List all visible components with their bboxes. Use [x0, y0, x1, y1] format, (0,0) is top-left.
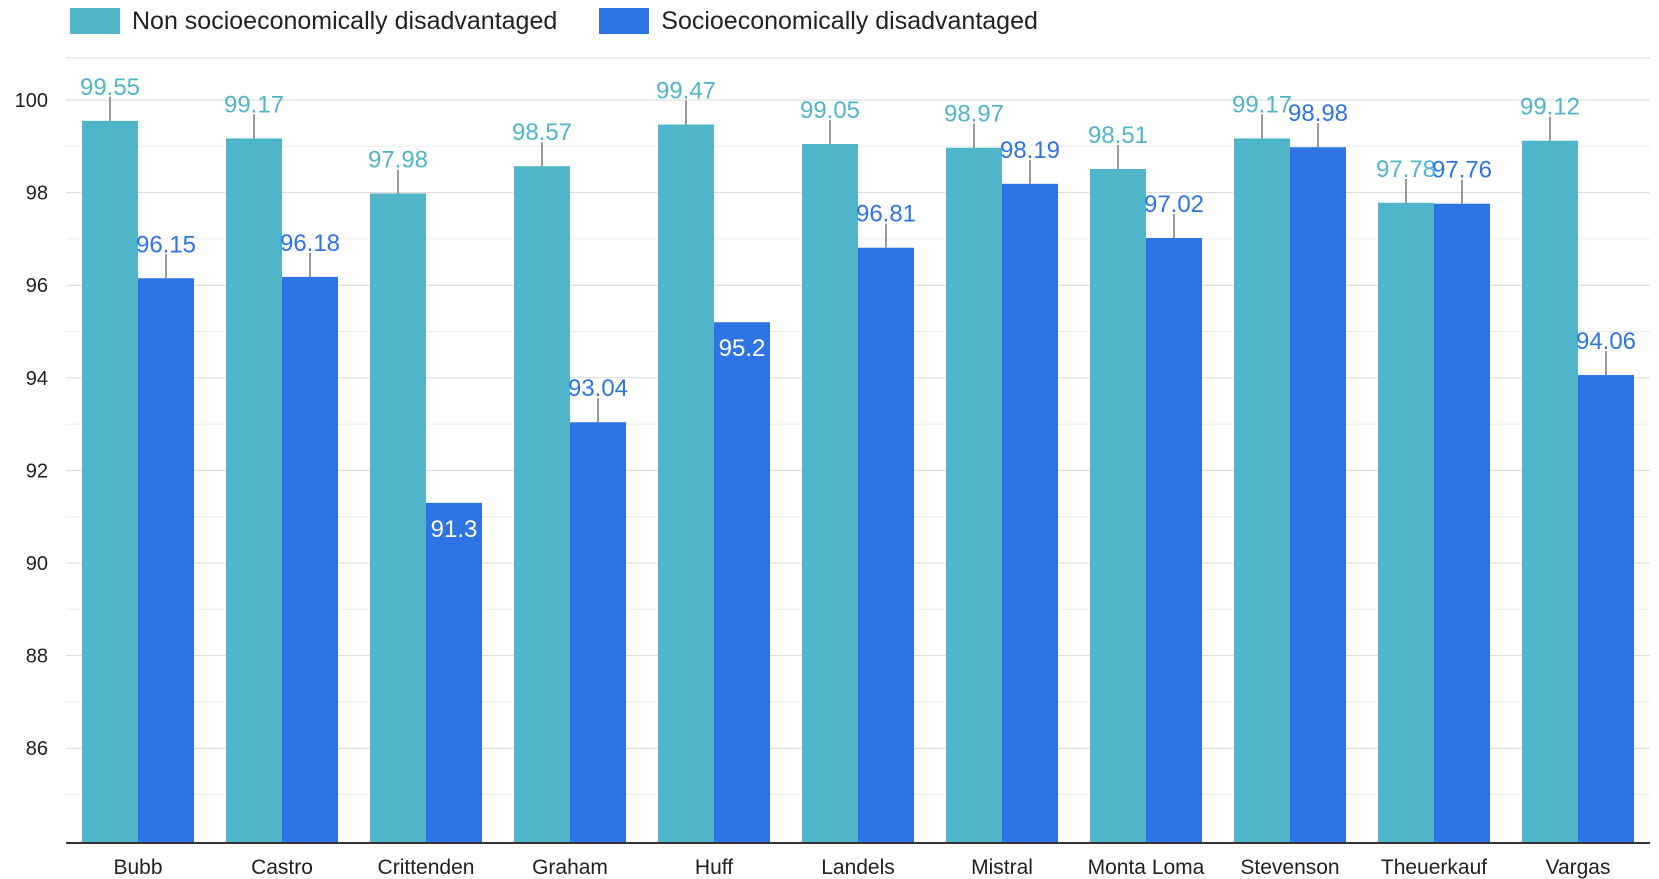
- data-label: 95.2: [719, 335, 766, 362]
- y-tick-label: 96: [26, 275, 48, 297]
- bar: [1578, 375, 1634, 843]
- data-label: 96.18: [280, 230, 340, 257]
- x-category-label: Landels: [821, 856, 895, 879]
- bar: [514, 166, 570, 844]
- data-label: 96.15: [136, 231, 196, 258]
- data-label: 99.17: [1232, 91, 1292, 118]
- data-label: 97.02: [1144, 191, 1204, 218]
- legend-swatch-non-disadvantaged: [70, 8, 120, 34]
- legend-item-non-disadvantaged[interactable]: Non socioeconomically disadvantaged: [70, 7, 557, 36]
- bar: [370, 193, 426, 843]
- bar: [1378, 202, 1434, 843]
- bar: [1290, 147, 1346, 843]
- data-label: 99.17: [224, 91, 284, 118]
- data-label: 99.05: [800, 97, 860, 124]
- y-tick-label: 94: [26, 368, 48, 390]
- data-label: 97.76: [1432, 157, 1492, 184]
- bar: [1234, 138, 1290, 843]
- y-tick-label: 88: [26, 646, 48, 668]
- data-label: 97.78: [1376, 156, 1436, 183]
- x-category-label: Crittenden: [378, 856, 475, 879]
- data-label: 98.98: [1288, 100, 1348, 127]
- y-tick-label: 86: [26, 738, 48, 760]
- bar: [1090, 168, 1146, 843]
- x-category-label: Castro: [251, 856, 313, 879]
- data-label: 99.12: [1520, 94, 1580, 121]
- legend-item-disadvantaged[interactable]: Socioeconomically disadvantaged: [599, 7, 1038, 36]
- data-label: 94.06: [1576, 328, 1636, 355]
- bar: [714, 322, 770, 843]
- bar: [1522, 140, 1578, 843]
- data-label: 98.57: [512, 119, 572, 146]
- x-category-label: Theuerkauf: [1381, 856, 1487, 879]
- bar: [570, 422, 626, 843]
- data-label: 93.04: [568, 375, 628, 402]
- x-category-label: Huff: [695, 856, 733, 879]
- x-category-label: Vargas: [1546, 856, 1611, 879]
- bar: [138, 278, 194, 843]
- data-label: 91.3: [431, 516, 478, 543]
- bar: [858, 247, 914, 843]
- data-label: 98.51: [1088, 122, 1148, 149]
- data-label: 99.55: [80, 74, 140, 101]
- x-category-label: Bubb: [113, 856, 162, 879]
- y-tick-label: 92: [26, 460, 48, 482]
- y-tick-label: 98: [26, 183, 48, 205]
- bar: [226, 138, 282, 843]
- data-label: 96.81: [856, 201, 916, 228]
- y-tick-label: 90: [26, 553, 48, 575]
- data-label: 97.98: [368, 147, 428, 174]
- bar: [426, 502, 482, 843]
- bar: [1434, 203, 1490, 843]
- x-category-label: Monta Loma: [1088, 856, 1205, 879]
- bar: [282, 276, 338, 844]
- bar: [946, 147, 1002, 844]
- bar: [82, 120, 138, 843]
- x-category-label: Graham: [532, 856, 608, 879]
- bar: [658, 124, 714, 843]
- data-label: 98.97: [944, 101, 1004, 128]
- legend-label-disadvantaged: Socioeconomically disadvantaged: [661, 6, 1038, 35]
- bar: [1146, 237, 1202, 843]
- legend: Non socioeconomically disadvantaged Soci…: [70, 0, 1038, 42]
- y-tick-label: 100: [15, 90, 48, 112]
- data-label: 99.47: [656, 78, 716, 105]
- data-label: 98.19: [1000, 137, 1060, 164]
- x-category-label: Stevenson: [1240, 856, 1339, 879]
- x-category-label: Mistral: [971, 856, 1033, 879]
- bar: [802, 143, 858, 844]
- bar: [1002, 183, 1058, 844]
- legend-swatch-disadvantaged: [599, 8, 650, 34]
- legend-label-non-disadvantaged: Non socioeconomically disadvantaged: [132, 6, 558, 35]
